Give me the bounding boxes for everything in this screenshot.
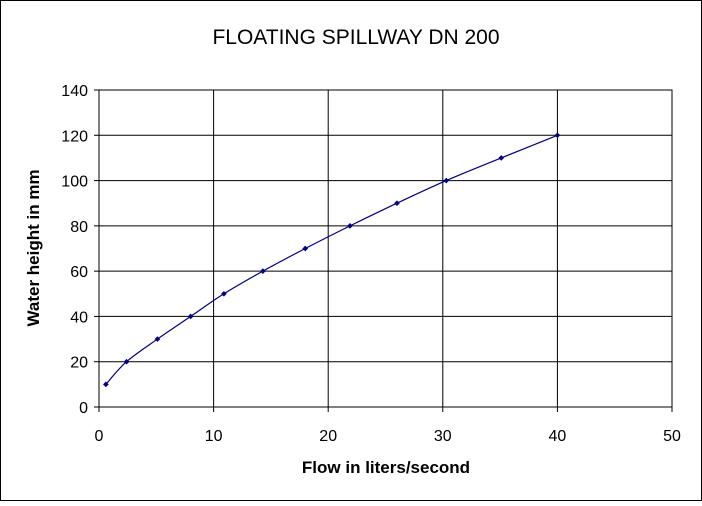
y-tick-label: 80 xyxy=(70,219,88,236)
y-axis-label: Water height in mm xyxy=(24,169,43,326)
tick-labels: 0 20 40 60 80 100 120 140 0 10 20 30 40 50 xyxy=(61,83,681,445)
plot-area-border xyxy=(98,89,673,408)
series-line xyxy=(105,134,558,385)
data-point-marker xyxy=(498,155,505,161)
x-tick-label: 30 xyxy=(434,428,452,445)
data-point-marker xyxy=(123,358,130,365)
y-tick-label: 140 xyxy=(61,83,88,100)
y-tick-label: 20 xyxy=(70,355,88,372)
data-point-marker xyxy=(103,381,109,388)
chart-title: FLOATING SPILLWAY DN 200 xyxy=(212,26,499,49)
data-point-marker xyxy=(347,223,353,229)
data-point-marker xyxy=(443,177,450,184)
x-tick-label: 20 xyxy=(319,428,337,445)
y-tick-label: 40 xyxy=(70,309,88,326)
y-tick-label: 100 xyxy=(61,174,88,191)
data-point-marker xyxy=(394,200,400,207)
y-tick-label: 120 xyxy=(61,128,88,145)
x-tick-label: 50 xyxy=(663,428,681,445)
data-point-marker xyxy=(554,132,561,139)
data-point-marker xyxy=(221,290,227,297)
data-point-marker xyxy=(302,245,309,252)
x-tick-label: 10 xyxy=(205,428,223,445)
series-line-group xyxy=(105,134,558,385)
x-tick-label: 0 xyxy=(95,428,104,445)
y-tick-label: 0 xyxy=(79,400,88,417)
data-point-marker xyxy=(187,313,194,320)
data-point-marker xyxy=(154,336,161,342)
series-markers xyxy=(103,132,561,388)
x-tick-label: 40 xyxy=(549,428,567,445)
x-axis-label: Flow in liters/second xyxy=(302,458,470,477)
y-tick-label: 60 xyxy=(70,264,88,281)
data-point-marker xyxy=(260,268,266,274)
